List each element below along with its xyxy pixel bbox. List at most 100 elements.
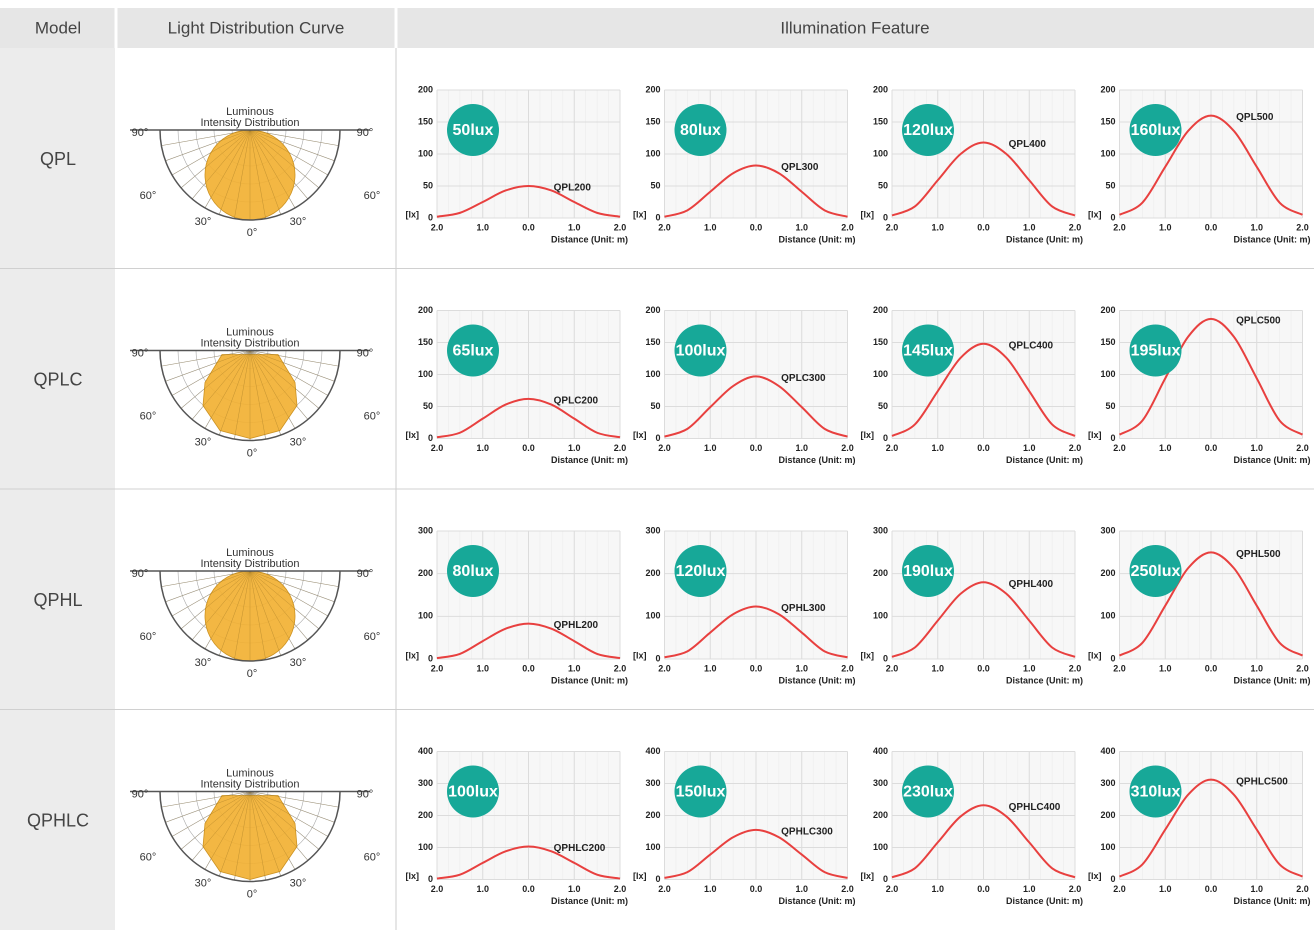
diagram-spoke — [249, 129, 281, 215]
series-label: QPLC500 — [1236, 315, 1281, 326]
badge — [1129, 104, 1182, 156]
y-tick-label: 150 — [418, 337, 433, 347]
diagram-angle: 60° — [364, 190, 381, 202]
x-tick-label: 0.0 — [750, 884, 763, 894]
diagram-spoke — [165, 791, 251, 823]
y-tick-label: 100 — [645, 611, 660, 621]
diagram-spoke — [249, 129, 309, 200]
y-tick-label: 300 — [1100, 778, 1115, 788]
y-tick-label: 200 — [418, 568, 433, 578]
diagram-title: Luminous — [226, 767, 274, 779]
y-tick-label: 50 — [423, 401, 433, 411]
y-axis-label: [lx] — [861, 871, 875, 881]
diagram-spoke — [249, 570, 281, 656]
y-tick-label: 50 — [423, 180, 433, 190]
diagram-spoke — [249, 350, 335, 382]
y-axis-label: [lx] — [406, 650, 420, 660]
x-tick-label: 2.0 — [658, 222, 671, 232]
diagram-angle: 30° — [195, 436, 212, 448]
x-tick-label: 2.0 — [841, 884, 854, 894]
y-tick-label: 50 — [878, 180, 888, 190]
diagram-outline — [130, 790, 370, 883]
curve — [664, 164, 848, 218]
x-axis-label: Distance (Unit: m) — [551, 455, 628, 465]
x-tick-label: 2.0 — [1113, 663, 1126, 673]
y-tick-label: 100 — [418, 369, 433, 379]
y-tick-label: 100 — [645, 842, 660, 852]
y-tick-label: 100 — [1100, 369, 1115, 379]
badge — [902, 765, 954, 818]
diagram-angle: 60° — [364, 851, 381, 863]
x-tick-label: 2.0 — [841, 663, 854, 673]
y-tick-label: 400 — [418, 746, 433, 756]
y-axis-label: [lx] — [1088, 209, 1102, 219]
diagram-spoke — [249, 350, 339, 367]
y-tick-label: 400 — [645, 746, 660, 756]
diagram-angle: 60° — [140, 631, 157, 643]
y-axis-label: [lx] — [861, 430, 875, 440]
badge-label: 230lux — [903, 784, 953, 801]
diagram-spoke — [249, 570, 329, 617]
badge-label: 100lux — [676, 343, 726, 360]
x-tick-label: 2.0 — [1069, 884, 1082, 894]
x-tick-label: 2.0 — [431, 884, 444, 894]
diagram-angle: 90° — [132, 127, 149, 139]
diagram-angle: 90° — [357, 568, 374, 580]
x-tick-label: 1.0 — [476, 443, 489, 453]
badge-label: 160lux — [1131, 122, 1181, 139]
x-tick-label: 1.0 — [704, 663, 717, 673]
diagram-spoke — [249, 791, 281, 877]
y-tick-label: 0 — [1110, 874, 1115, 884]
x-tick-label: 2.0 — [841, 222, 854, 232]
diagram-spoke — [191, 129, 251, 200]
curve — [664, 828, 848, 879]
badge — [674, 545, 727, 597]
diagram-angle: 90° — [132, 788, 149, 800]
y-axis-label: [lx] — [406, 871, 420, 881]
y-axis-label: [lx] — [406, 209, 420, 219]
x-tick-label: 2.0 — [614, 663, 627, 673]
y-tick-label: 200 — [873, 568, 888, 578]
badge — [1129, 324, 1182, 377]
x-tick-label: 1.0 — [1250, 663, 1263, 673]
series-label: QPLC400 — [1009, 340, 1054, 351]
x-tick-label: 2.0 — [1113, 222, 1126, 232]
diagram-spoke — [161, 129, 251, 146]
y-tick-label: 100 — [873, 148, 888, 158]
x-axis-label: Distance (Unit: m) — [1233, 234, 1310, 244]
y-tick-label: 0 — [883, 212, 888, 222]
diagram-spoke — [180, 350, 251, 409]
x-tick-label: 1.0 — [795, 884, 808, 894]
diagram-spoke — [249, 570, 320, 630]
x-axis-label: Distance (Unit: m) — [551, 675, 628, 685]
diagram-spoke — [165, 350, 251, 382]
x-tick-label: 2.0 — [886, 443, 899, 453]
curve — [891, 581, 1076, 658]
diagram-spoke — [191, 570, 251, 641]
y-tick-label: 200 — [873, 305, 888, 315]
model-name: QPHL — [33, 590, 82, 610]
diagram-spoke — [249, 129, 329, 176]
model-name: QPHLC — [27, 810, 89, 830]
y-tick-label: 0 — [1110, 433, 1115, 443]
badge-label: 100lux — [448, 784, 498, 801]
x-axis-label: Distance (Unit: m) — [1006, 675, 1083, 685]
y-tick-label: 0 — [883, 433, 888, 443]
badge — [674, 765, 727, 818]
y-tick-label: 300 — [645, 525, 660, 535]
y-tick-label: 200 — [873, 810, 888, 820]
diagram-angle: 60° — [364, 410, 381, 422]
y-tick-label: 50 — [650, 401, 660, 411]
y-tick-label: 200 — [645, 305, 660, 315]
diagram-spoke — [249, 129, 339, 146]
badge-label: 310lux — [1131, 784, 1181, 801]
header-cell: Model — [35, 18, 81, 37]
x-tick-label: 2.0 — [431, 222, 444, 232]
badge-label: 80lux — [453, 563, 494, 580]
x-axis-label: Distance (Unit: m) — [778, 234, 855, 244]
series-label: QPHL300 — [781, 603, 826, 614]
y-tick-label: 150 — [873, 116, 888, 126]
badge-label: 150lux — [676, 784, 726, 801]
x-tick-label: 2.0 — [1069, 222, 1082, 232]
